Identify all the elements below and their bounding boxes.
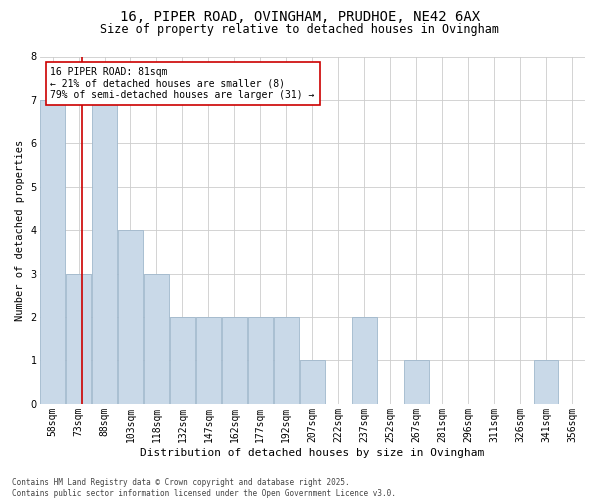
Text: 16, PIPER ROAD, OVINGHAM, PRUDHOE, NE42 6AX: 16, PIPER ROAD, OVINGHAM, PRUDHOE, NE42 … <box>120 10 480 24</box>
Text: Contains HM Land Registry data © Crown copyright and database right 2025.
Contai: Contains HM Land Registry data © Crown c… <box>12 478 396 498</box>
Bar <box>144 274 169 404</box>
Bar <box>222 317 247 404</box>
Bar <box>40 100 65 404</box>
Bar <box>196 317 221 404</box>
Bar <box>352 317 377 404</box>
Bar <box>118 230 143 404</box>
Bar <box>92 100 117 404</box>
Bar <box>534 360 559 404</box>
Bar <box>300 360 325 404</box>
Bar <box>66 274 91 404</box>
Bar <box>404 360 428 404</box>
Bar <box>248 317 272 404</box>
Text: Size of property relative to detached houses in Ovingham: Size of property relative to detached ho… <box>101 22 499 36</box>
Y-axis label: Number of detached properties: Number of detached properties <box>15 140 25 321</box>
Text: 16 PIPER ROAD: 81sqm
← 21% of detached houses are smaller (8)
79% of semi-detach: 16 PIPER ROAD: 81sqm ← 21% of detached h… <box>50 67 315 100</box>
Bar <box>274 317 299 404</box>
Bar <box>170 317 195 404</box>
X-axis label: Distribution of detached houses by size in Ovingham: Distribution of detached houses by size … <box>140 448 484 458</box>
